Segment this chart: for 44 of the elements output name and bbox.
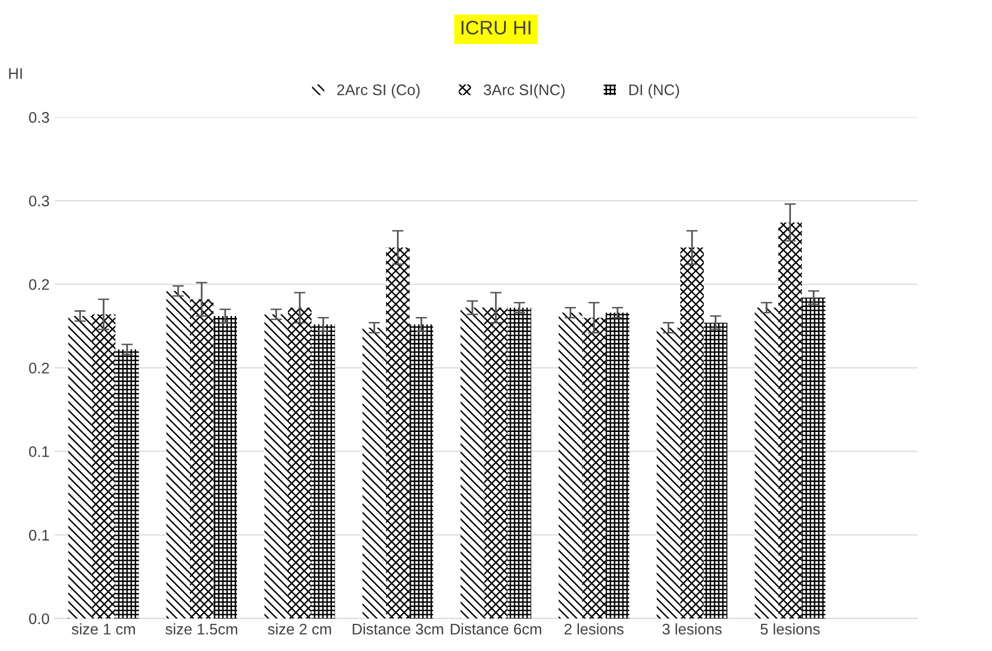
- x-tick-label: size 2 cm: [268, 623, 331, 635]
- x-tick-label: Distance 3cm: [352, 623, 444, 635]
- y-tick-label: 0.3: [29, 112, 50, 123]
- legend-label: 2Arc SI (Co): [337, 84, 420, 98]
- bar: [778, 222, 802, 618]
- bar: [484, 308, 508, 618]
- y-tick-label: 0.0: [29, 613, 50, 624]
- bar: [115, 349, 139, 618]
- chart-title: ICRU HI: [462, 20, 530, 35]
- y-axis-title: HI: [9, 68, 22, 79]
- bar: [410, 324, 434, 618]
- bar: [264, 314, 288, 618]
- bar: [460, 308, 484, 618]
- bar: [508, 308, 532, 618]
- y-tick-label: 0.2: [29, 362, 49, 374]
- bar: [558, 312, 582, 618]
- bar: [802, 298, 826, 618]
- bar: [362, 328, 386, 618]
- x-tick-label: 3 lesions: [662, 623, 722, 635]
- y-tick-label: 0.1: [29, 530, 49, 541]
- bar: [213, 316, 237, 618]
- bar: [754, 308, 778, 618]
- bar: [656, 328, 680, 618]
- bar: [386, 248, 410, 618]
- bar: [312, 324, 336, 618]
- bar: [704, 322, 728, 618]
- bar: [288, 308, 312, 618]
- y-tick-label: 0.2: [29, 279, 49, 290]
- x-tick-label: 2 lesions: [564, 623, 624, 635]
- legend-label: DI (NC): [629, 84, 679, 98]
- bar: [166, 290, 190, 618]
- bar: [190, 299, 214, 618]
- x-tick-label: Distance 6cm: [450, 623, 542, 635]
- bar: [92, 314, 116, 618]
- x-tick-label: size 1.5cm: [166, 623, 238, 635]
- bar: [68, 316, 92, 618]
- bar: [680, 248, 704, 618]
- y-tick-label: 0.1: [29, 446, 49, 458]
- x-tick-label: 5 lesions: [760, 623, 820, 635]
- legend-label: 3Arc SI(NC): [484, 84, 565, 98]
- y-tick-label: 0.3: [29, 196, 50, 206]
- x-tick-label: size 1 cm: [72, 623, 135, 635]
- bar: [582, 318, 606, 618]
- bar: [606, 312, 630, 618]
